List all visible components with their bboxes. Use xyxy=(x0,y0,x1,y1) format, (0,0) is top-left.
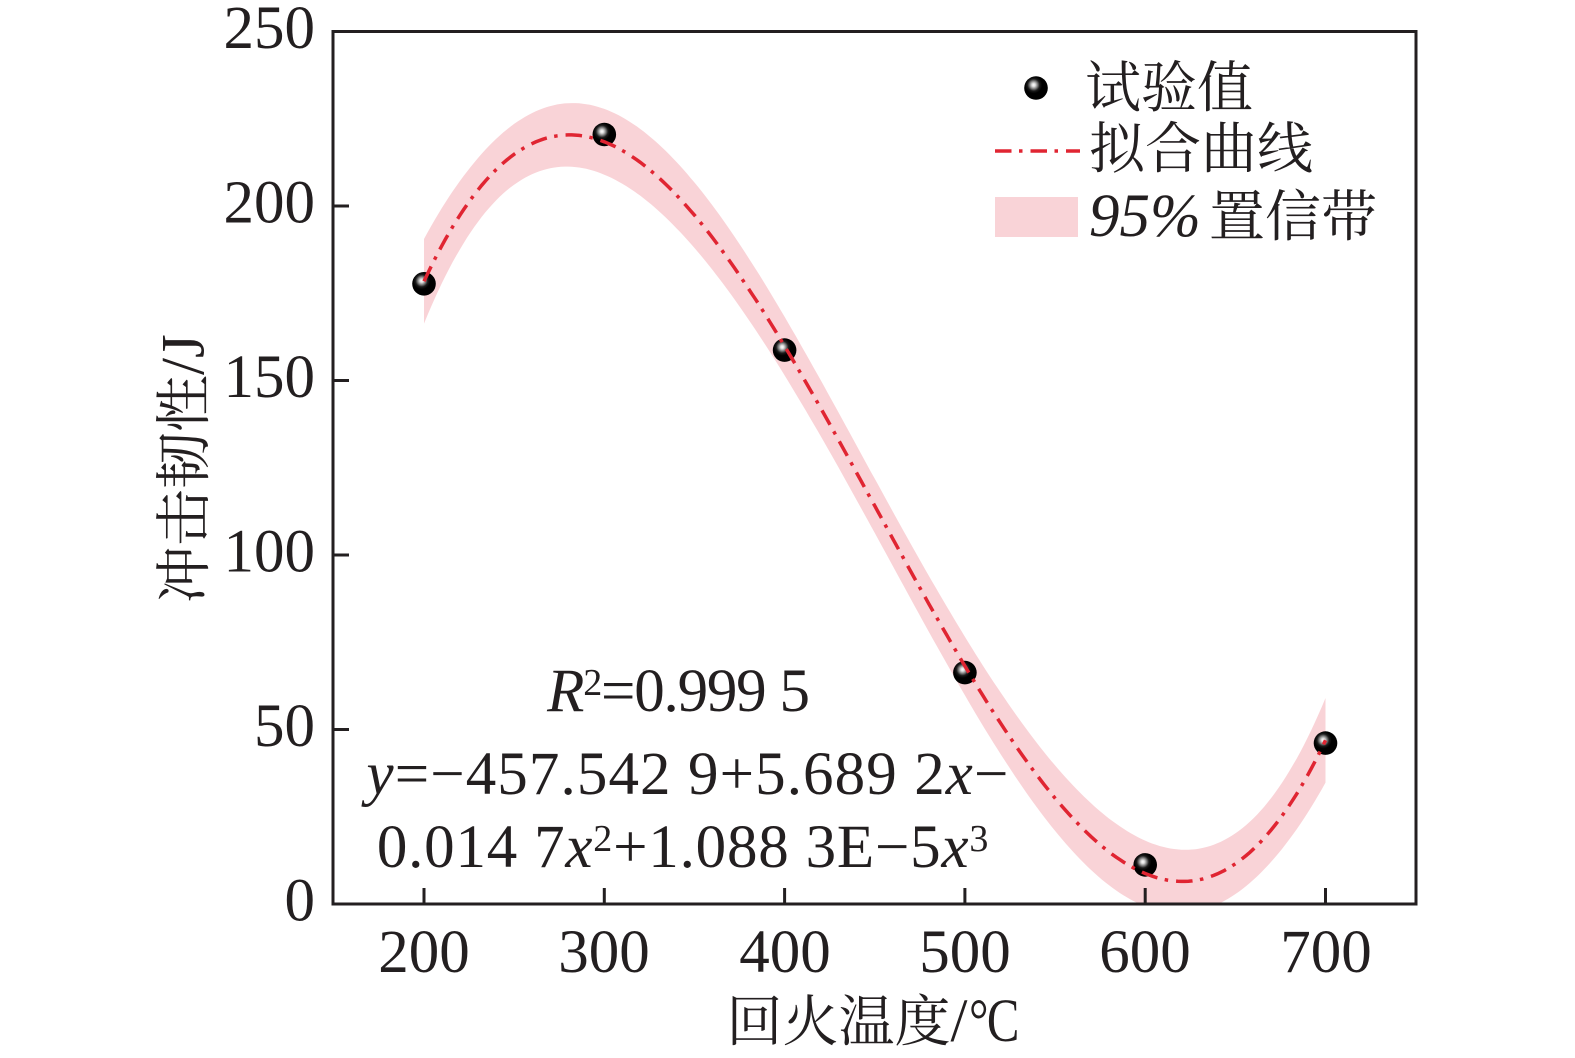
svg-text:700: 700 xyxy=(1280,919,1372,986)
svg-text:200: 200 xyxy=(224,170,316,237)
svg-text:250: 250 xyxy=(224,0,316,62)
svg-text:R2=0.999 5: R2=0.999 5 xyxy=(546,658,809,725)
svg-text:/J: /J xyxy=(151,334,218,375)
svg-text:0.014 7x2+1.088 3E−5x3: 0.014 7x2+1.088 3E−5x3 xyxy=(377,814,989,881)
svg-text:/: / xyxy=(951,988,968,1055)
svg-text:600: 600 xyxy=(1099,919,1191,986)
svg-text:95%: 95% xyxy=(1089,183,1201,250)
svg-text:150: 150 xyxy=(224,344,316,411)
svg-text:500: 500 xyxy=(919,919,1011,986)
svg-text:0: 0 xyxy=(285,868,316,935)
svg-text:400: 400 xyxy=(739,919,831,986)
svg-text:300: 300 xyxy=(558,919,650,986)
svg-text:°C: °C xyxy=(969,987,1018,1054)
svg-text:50: 50 xyxy=(254,693,315,760)
svg-text:200: 200 xyxy=(378,919,470,986)
svg-text:100: 100 xyxy=(224,519,316,586)
svg-text:y=−457.542 9+5.689 2x−: y=−457.542 9+5.689 2x− xyxy=(361,741,1010,808)
